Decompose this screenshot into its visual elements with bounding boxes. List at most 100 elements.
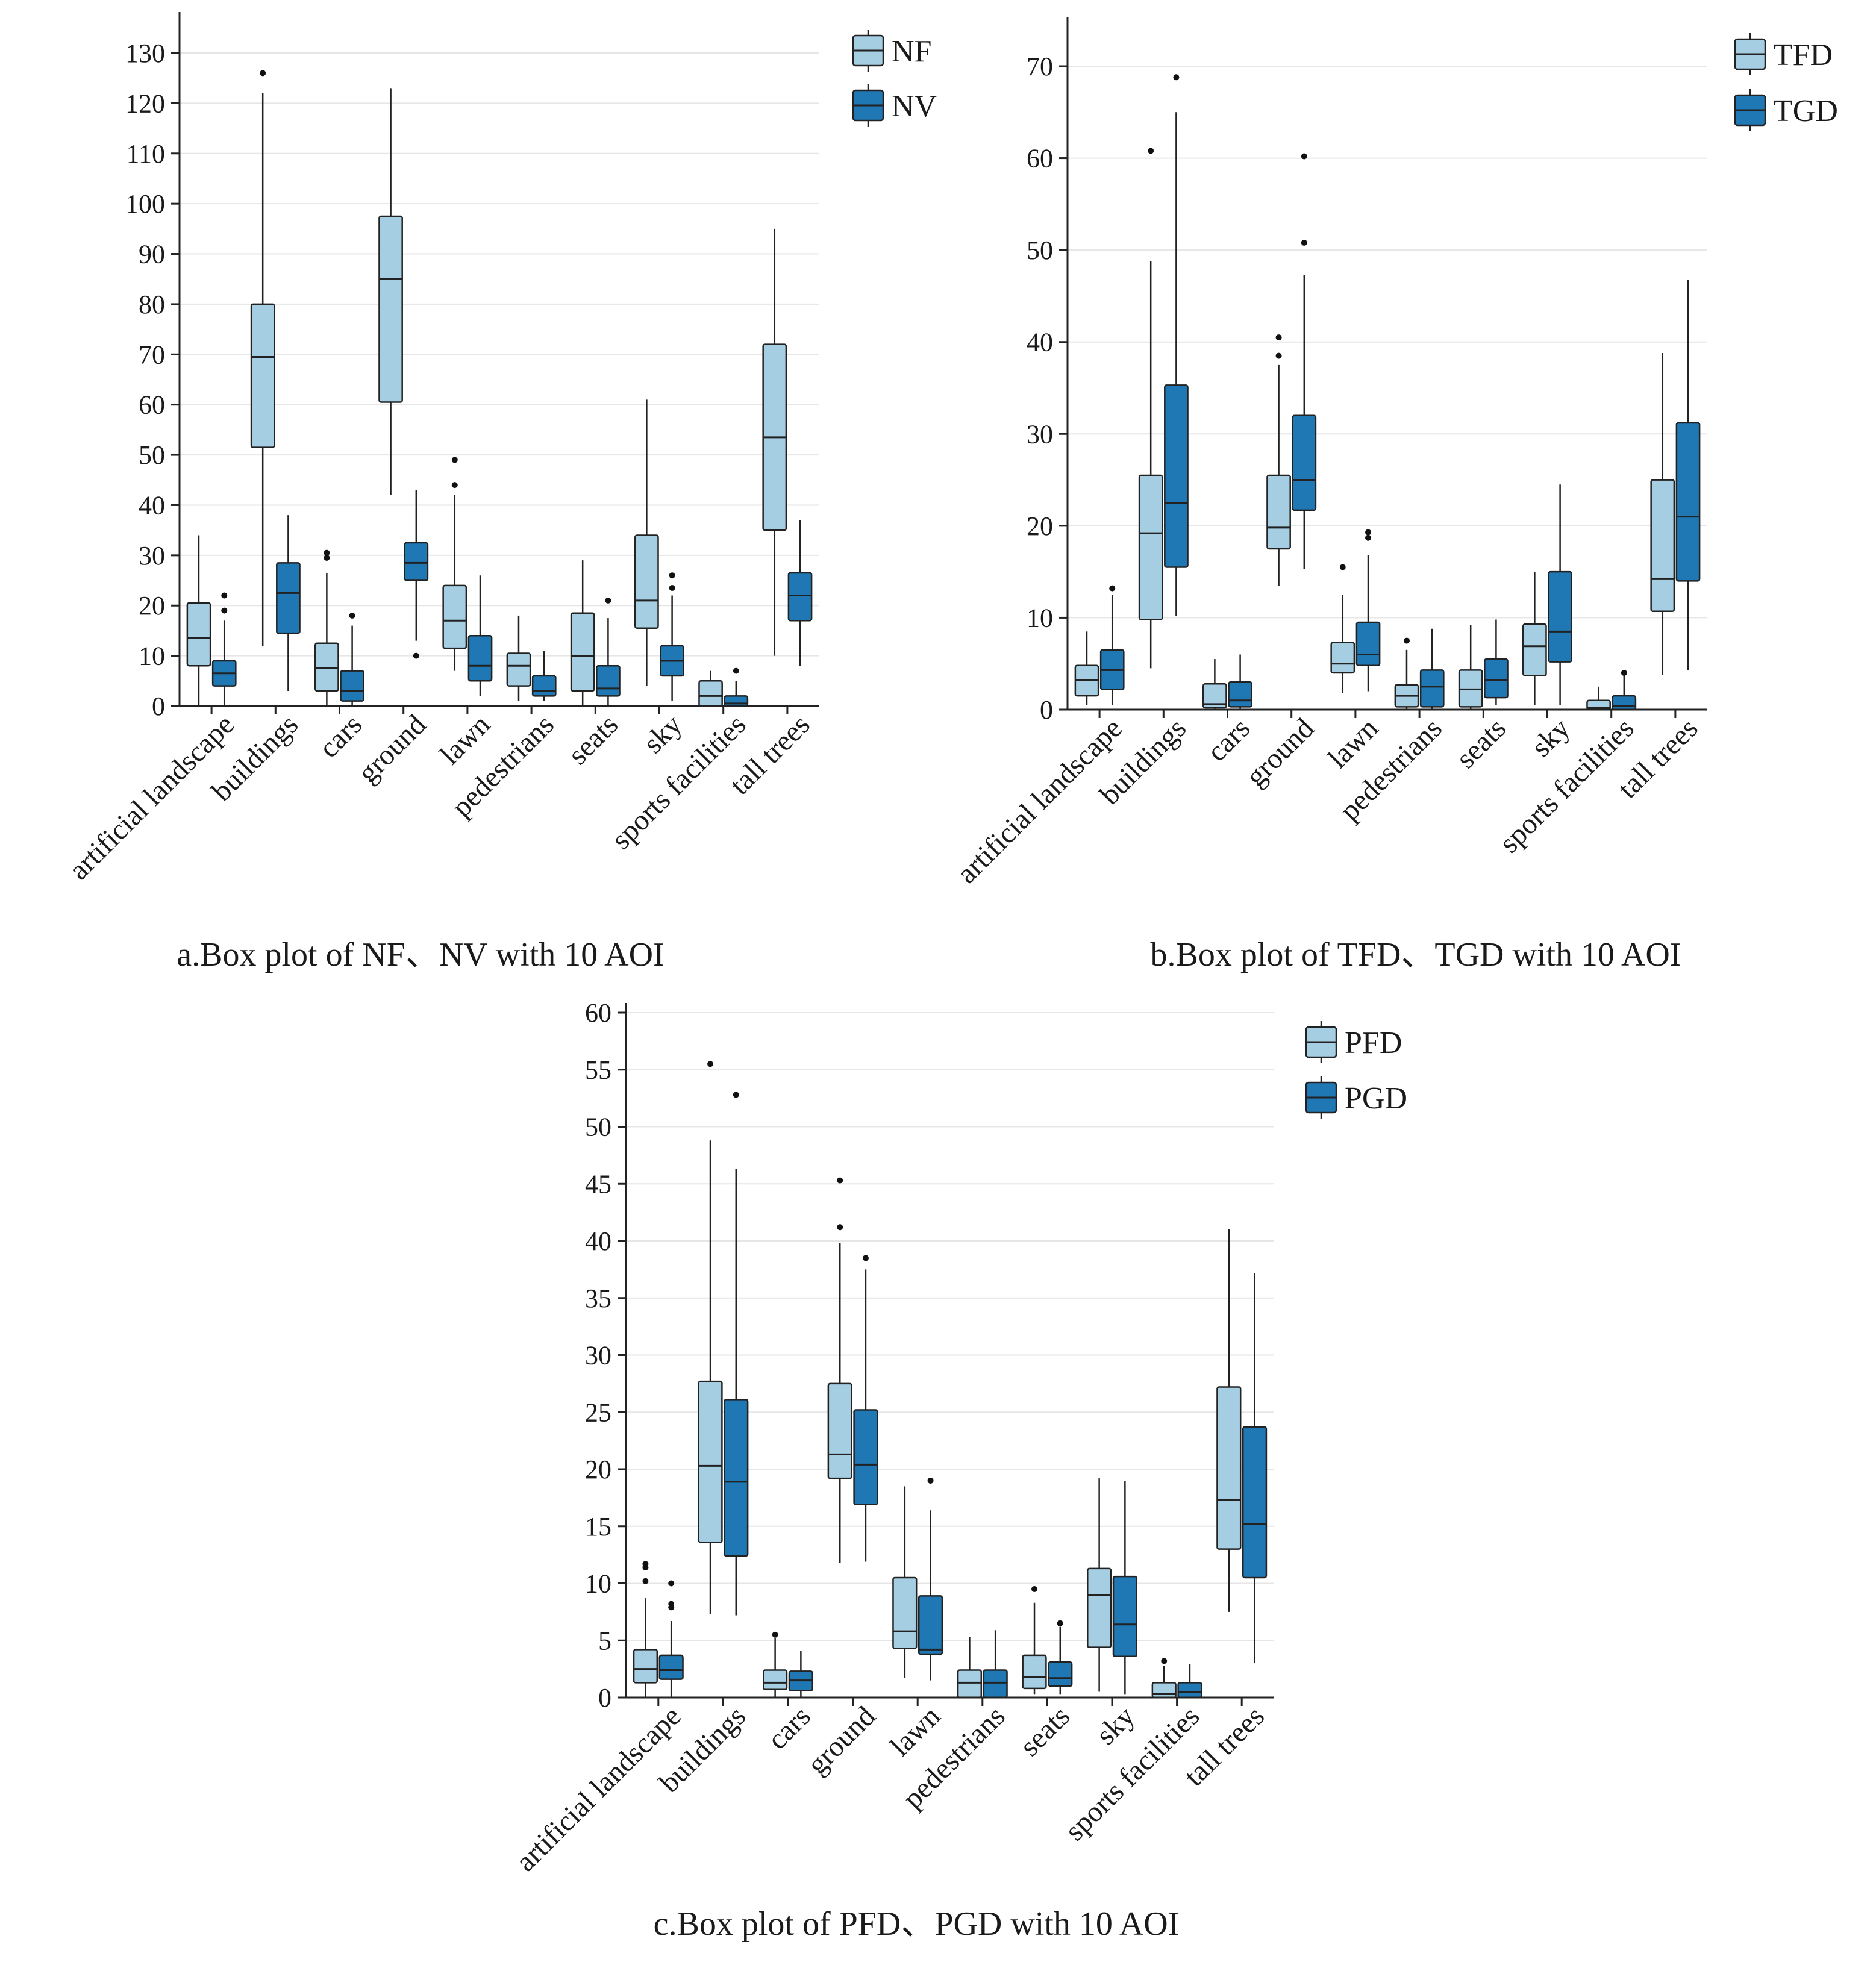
- pfd-sports-facilities-outlier: [1161, 1658, 1168, 1664]
- panel-c-boxes: [633, 1061, 1268, 1699]
- y-tick-label: 0: [152, 692, 165, 721]
- tgd-seats-box-group: [1484, 619, 1509, 705]
- pgd-buildings-box-group: [724, 1092, 749, 1616]
- pfd-artificial-landscape-box-group: [633, 1561, 658, 1698]
- nf-lawn-box: [442, 584, 467, 649]
- tfd-buildings-box: [1138, 474, 1163, 620]
- y-tick-label: 50: [1027, 236, 1053, 265]
- nf-artificial-landscape-box-group: [186, 535, 211, 706]
- pfd-lawn-box: [892, 1576, 918, 1649]
- pgd-seats-box: [1048, 1661, 1073, 1687]
- tfd-sky-box-group: [1522, 572, 1547, 705]
- legend-pgd-label: PGD: [1345, 1081, 1407, 1116]
- tfd-lawn-box: [1330, 642, 1355, 674]
- pfd-artificial-landscape-box: [633, 1649, 658, 1684]
- nv-ground-outlier: [413, 652, 419, 659]
- nf-pedestrians-box-group: [506, 615, 531, 701]
- legend-nv-symbol: [852, 84, 884, 127]
- nv-seats-box: [596, 665, 621, 697]
- pfd-sky-box: [1087, 1567, 1112, 1648]
- tfd-cars-box-group: [1202, 659, 1227, 710]
- y-tick-label: 55: [585, 1055, 611, 1085]
- pgd-seats-outlier: [1057, 1620, 1063, 1626]
- pgd-cars-box-group: [788, 1651, 813, 1698]
- panel-b-axes: 0 10 20 30 40 50 60 70: [1027, 17, 1707, 725]
- legend-tgd-symbol: [1734, 89, 1766, 131]
- tgd-cars-box: [1228, 681, 1252, 708]
- y-tick-label: 10: [585, 1569, 611, 1599]
- y-tick-label: 20: [585, 1455, 611, 1484]
- nv-ground-box-group: [404, 490, 429, 659]
- nv-artificial-landscape-box-group: [211, 592, 237, 706]
- pfd-ground-outlier: [837, 1224, 843, 1231]
- nv-pedestrians-box-group: [531, 651, 557, 701]
- tfd-buildings-outlier: [1148, 148, 1154, 154]
- y-tick-label: 15: [585, 1512, 611, 1542]
- nv-artificial-landscape-outlier: [221, 607, 228, 614]
- tfd-ground-box: [1266, 474, 1291, 550]
- legend-pfd-symbol: [1305, 1021, 1337, 1063]
- y-tick-label: 30: [139, 541, 165, 570]
- nv-cars-outlier: [349, 612, 355, 619]
- tfd-tall-trees-box: [1650, 479, 1675, 612]
- pgd-artificial-landscape-box: [658, 1654, 684, 1680]
- y-tick-label: 60: [139, 390, 165, 420]
- pfd-tall-trees-box-group: [1216, 1229, 1242, 1612]
- tgd-lawn-outlier: [1365, 534, 1372, 541]
- y-tick-label: 30: [1027, 419, 1053, 449]
- y-tick-label: 80: [139, 290, 165, 319]
- panel-a-gridlines: [180, 52, 819, 657]
- nf-artificial-landscape-box: [186, 602, 211, 667]
- tgd-seats-box: [1484, 658, 1509, 699]
- y-tick-label: 40: [585, 1226, 611, 1256]
- nf-cars-outlier: [324, 555, 330, 561]
- nv-lawn-box: [467, 635, 493, 682]
- nf-sky-box-group: [634, 399, 659, 686]
- nv-sports-facilities-box: [724, 695, 749, 707]
- nf-sports-facilities-box: [698, 680, 723, 707]
- y-tick-label: 110: [127, 139, 165, 169]
- pfd-seats-outlier: [1031, 1585, 1038, 1592]
- pgd-buildings-outlier: [733, 1092, 739, 1098]
- legend-tfd-label: TFD: [1774, 38, 1833, 72]
- legend-nv-label: NV: [892, 89, 937, 123]
- y-tick-label: 20: [1027, 511, 1053, 541]
- pfd-pedestrians-box: [957, 1669, 983, 1699]
- tgd-lawn-box-group: [1355, 529, 1381, 692]
- y-tick-label: 5: [598, 1626, 611, 1655]
- y-tick-label: 90: [139, 240, 165, 269]
- nv-tall-trees-box-group: [787, 520, 813, 666]
- pgd-lawn-box-group: [918, 1477, 943, 1681]
- nv-sky-box-group: [660, 572, 684, 701]
- nf-buildings-box-group: [250, 70, 275, 646]
- pfd-cars-box-group: [763, 1631, 788, 1698]
- nf-cars-outlier: [324, 549, 330, 556]
- pfd-artificial-landscape-outlier: [642, 1561, 649, 1567]
- y-tick-label: 35: [585, 1284, 611, 1313]
- pfd-seats-box-group: [1022, 1585, 1047, 1695]
- nv-cars-box-group: [340, 612, 364, 706]
- y-tick-label: 70: [139, 340, 165, 369]
- nf-buildings-outlier: [260, 70, 266, 77]
- y-tick-label: 0: [1040, 695, 1053, 725]
- pfd-artificial-landscape-outlier: [642, 1578, 649, 1584]
- nf-cars-box-group: [314, 549, 339, 706]
- panel-a-caption: a.Box plot of NF、NV with 10 AOI: [177, 936, 664, 973]
- tfd-ground-outlier: [1275, 352, 1282, 359]
- pfd-ground-box-group: [827, 1177, 852, 1563]
- y-tick-label: 50: [585, 1113, 611, 1142]
- y-tick-label: 120: [125, 89, 165, 118]
- pgd-artificial-landscape-outlier: [668, 1601, 675, 1607]
- legend-nf-label: NF: [892, 34, 931, 69]
- pgd-sports-facilities-box-group: [1177, 1664, 1202, 1699]
- panel-b-caption: b.Box plot of TFD、TGD with 10 AOI: [1151, 936, 1681, 973]
- tgd-sky-box: [1548, 570, 1572, 663]
- tgd-sports-facilities-outlier: [1621, 669, 1627, 676]
- pgd-pedestrians-box: [983, 1669, 1008, 1699]
- pfd-sports-facilities-box: [1151, 1682, 1177, 1699]
- tgd-pedestrians-box-group: [1419, 628, 1445, 710]
- nv-ground-box: [404, 542, 429, 581]
- tgd-buildings-box-group: [1164, 74, 1189, 616]
